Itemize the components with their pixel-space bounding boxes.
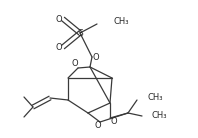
Text: CH₃: CH₃ (113, 18, 129, 26)
Text: S: S (77, 29, 83, 38)
Text: O: O (56, 43, 62, 51)
Text: O: O (93, 52, 99, 62)
Text: O: O (111, 116, 117, 125)
Text: CH₃: CH₃ (147, 94, 163, 103)
Text: O: O (95, 121, 101, 131)
Text: O: O (56, 14, 62, 23)
Text: CH₃: CH₃ (152, 112, 168, 120)
Text: O: O (72, 59, 78, 67)
